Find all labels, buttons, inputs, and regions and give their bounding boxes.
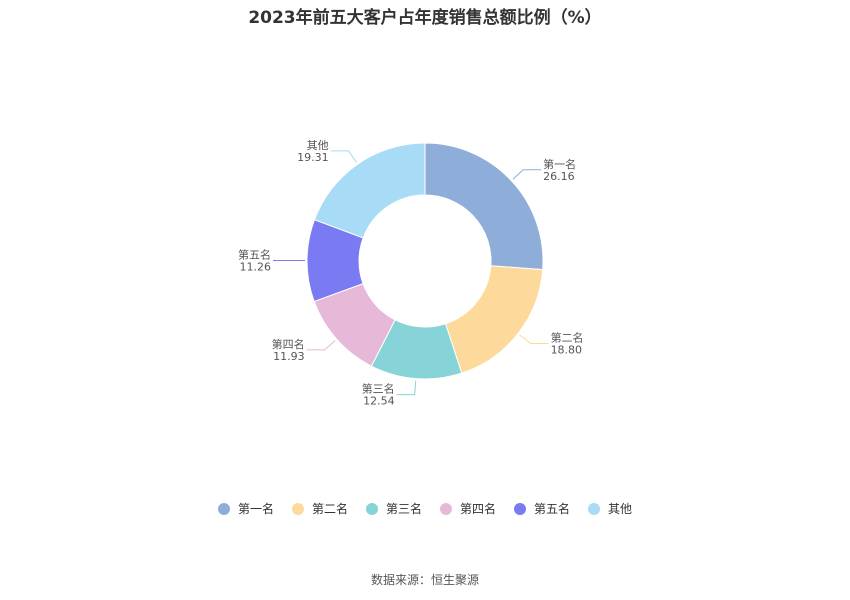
legend-label-5: 第五名	[534, 502, 571, 516]
slice-label-value-1: 26.16	[543, 170, 575, 183]
slice-label-value-5: 11.26	[240, 260, 272, 273]
slice-label-name-6: 其他	[307, 139, 329, 152]
slice-label-value-3: 12.54	[363, 395, 395, 408]
legend-dot-3	[365, 502, 378, 515]
legend-dot-4	[440, 502, 452, 515]
slice-2[interactable]	[444, 265, 544, 374]
legend-label-6: 其他	[608, 502, 633, 516]
legend-dot-2	[291, 502, 304, 515]
slice-label-value-2: 18.80	[551, 344, 583, 357]
legend-dot-6	[588, 502, 601, 515]
legend-item-3[interactable]: 第三名	[365, 500, 422, 517]
slice-label-name-2: 第二名	[551, 331, 584, 345]
donut-slices	[306, 142, 544, 380]
legend-item-1[interactable]: 第一名	[217, 500, 274, 517]
legend-label-3: 第三名	[385, 502, 422, 516]
legend-dot-5	[514, 502, 527, 515]
slice-label-name-1: 第一名	[543, 157, 576, 171]
legend-label-1: 第一名	[237, 502, 274, 516]
data-source: 数据来源：恒生聚源	[370, 573, 479, 587]
slice-label-name-3: 第三名	[362, 382, 395, 396]
leader-line-4	[306, 340, 336, 351]
legend-item-6[interactable]: 其他	[588, 500, 632, 517]
chart-title: 2023年前五大客户占年度销售总额比例（%）	[248, 8, 602, 28]
slice-6[interactable]	[313, 142, 426, 239]
slice-label-value-6: 19.31	[297, 151, 329, 164]
leader-line-1	[512, 169, 542, 180]
slice-1[interactable]	[424, 142, 544, 271]
legend-item-5[interactable]: 第五名	[514, 500, 570, 517]
label-leaders	[273, 150, 549, 396]
legend-label-2: 第二名	[311, 502, 348, 516]
slice-label-name-5: 第五名	[238, 247, 271, 261]
leader-line-6	[330, 150, 357, 163]
chart-legend: 第一名 第二名 第三名 第四名 第五名 其他	[0, 500, 850, 517]
legend-label-4: 第四名	[460, 502, 497, 516]
leader-line-3	[396, 380, 417, 396]
slice-label-name-4: 第四名	[272, 337, 305, 351]
leader-line-2	[519, 334, 549, 345]
legend-dot-1	[217, 502, 230, 515]
slice-label-value-4: 11.93	[273, 350, 305, 363]
legend-item-2[interactable]: 第二名	[291, 500, 348, 517]
legend-item-4[interactable]: 第四名	[440, 500, 496, 517]
